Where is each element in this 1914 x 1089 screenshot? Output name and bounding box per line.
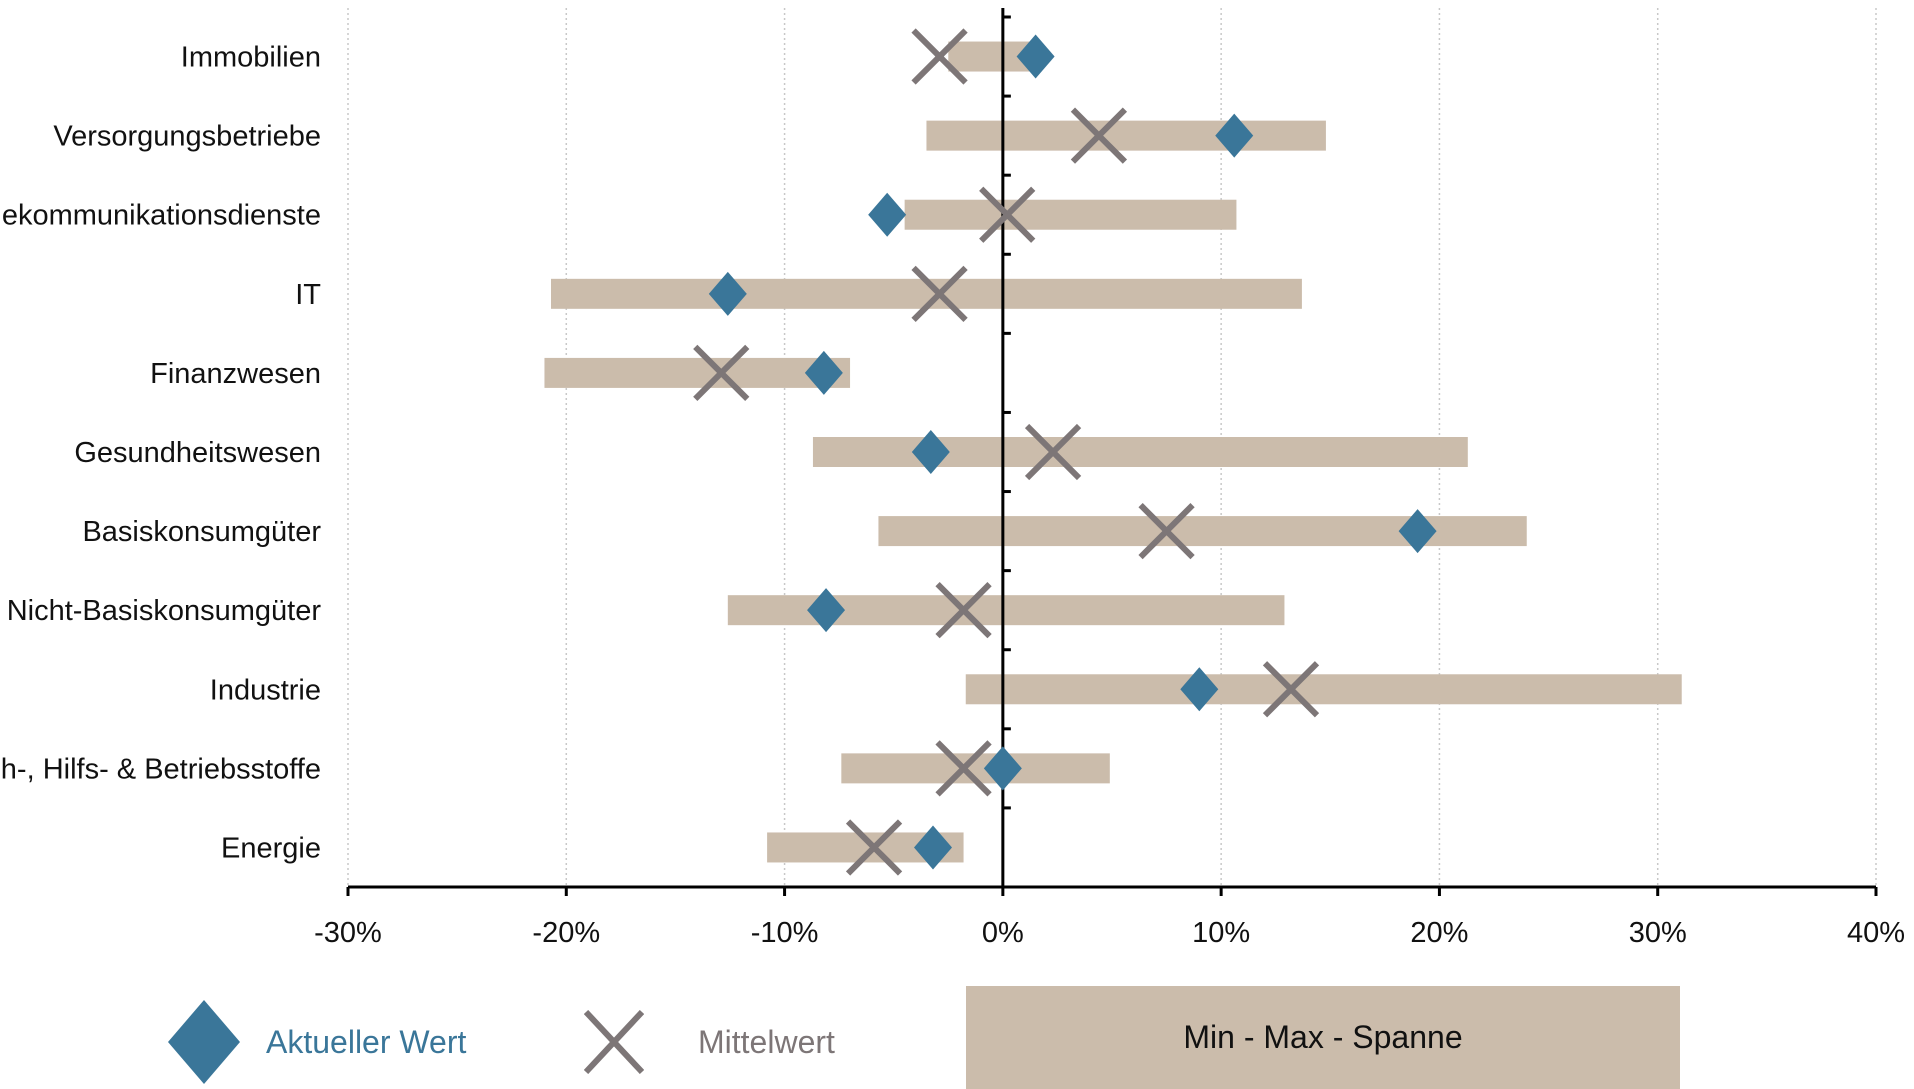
mean-marker — [1070, 107, 1128, 164]
current-marker — [1215, 113, 1254, 158]
category-label: IT — [295, 279, 321, 311]
category-label: Telekommunikationsdienste — [0, 200, 321, 232]
x-tick-label: -20% — [532, 917, 600, 949]
legend-x-icon — [584, 1010, 644, 1074]
legend-diamond-icon — [168, 1000, 240, 1084]
current-marker — [708, 271, 747, 316]
axes — [346, 8, 1878, 896]
mean-marker — [845, 819, 903, 876]
legend-item-mean: Mittelwert — [584, 1010, 835, 1074]
x-tick-label: -30% — [314, 917, 382, 949]
category-label: Industrie — [210, 674, 321, 706]
mean-marker-stroke — [1024, 423, 1082, 481]
mean-marker-stroke — [1262, 661, 1320, 718]
x-tick-labels: -30% -20% -10% 0% 10% 20% 30% 40% — [314, 917, 1905, 949]
current-marker — [1016, 34, 1055, 79]
x-tick-label: 30% — [1629, 917, 1687, 949]
current-marker — [804, 350, 843, 395]
mean-marker-stroke — [845, 819, 903, 876]
mean-marker — [1024, 423, 1082, 481]
mean-marker — [911, 28, 968, 85]
category-label: Immobilien — [181, 42, 321, 74]
current-marker — [1180, 667, 1219, 712]
mean-marker-stroke — [911, 265, 968, 322]
category-label: Versorgungsbetriebe — [53, 121, 321, 153]
x-tick-label: -10% — [751, 917, 819, 949]
range-bar — [544, 357, 851, 388]
x-tick-label: 10% — [1192, 917, 1250, 949]
x-tick-label: 40% — [1847, 917, 1905, 949]
mean-markers — [693, 28, 1320, 876]
mean-marker — [1262, 661, 1320, 718]
x-tick-label: 20% — [1410, 917, 1468, 949]
mean-marker-stroke — [935, 582, 992, 639]
mean-marker — [935, 740, 992, 797]
category-label: Nicht-Basiskonsumgüter — [7, 595, 322, 627]
mean-marker — [935, 582, 992, 639]
grid-lines — [347, 8, 1877, 887]
mean-marker-stroke — [935, 740, 992, 797]
mean-marker — [979, 186, 1036, 243]
current-markers — [708, 34, 1437, 870]
current-marker — [1398, 509, 1437, 554]
current-marker — [983, 746, 1022, 791]
legend-item-current: Aktueller Wert — [168, 1000, 466, 1084]
legend-label-current: Aktueller Wert — [266, 1023, 467, 1060]
current-marker — [868, 192, 907, 237]
mean-marker-stroke — [979, 186, 1036, 243]
category-label: Finanzwesen — [150, 358, 321, 390]
current-marker — [914, 825, 953, 870]
mean-marker — [911, 265, 968, 322]
current-marker — [911, 430, 950, 474]
x-tick-label: 0% — [982, 917, 1024, 949]
range-bar — [904, 199, 1237, 230]
mean-marker-stroke — [693, 344, 750, 402]
legend-label-range: Min - Max - Spanne — [1183, 1019, 1463, 1055]
category-label: Roh-, Hilfs- & Betriebsstoffe — [0, 753, 321, 785]
category-label: Basiskonsumgüter — [82, 516, 321, 548]
legend: Aktueller Wert Mittelwert Min - Max - Sp… — [0, 960, 1914, 1089]
mean-marker-stroke — [911, 28, 968, 85]
mean-marker — [693, 344, 750, 402]
range-bar — [965, 674, 1682, 705]
legend-label-mean: Mittelwert — [698, 1023, 835, 1060]
range-bars — [544, 41, 1682, 863]
range-bar — [812, 437, 1468, 467]
legend-item-range: Min - Max - Spanne — [966, 986, 1680, 1089]
mean-marker — [1138, 502, 1195, 560]
chart: Immobilien Versorgungsbetriebe Telekommuni… — [0, 8, 1905, 949]
category-label: Energie — [221, 832, 321, 864]
current-marker — [807, 588, 846, 633]
mean-marker-stroke — [1138, 502, 1195, 560]
range-bar — [926, 120, 1326, 151]
mean-marker-stroke — [1070, 107, 1128, 164]
category-labels: Immobilien Versorgungsbetriebe Telekommuni… — [0, 42, 321, 865]
category-label: Gesundheitswesen — [74, 437, 321, 469]
